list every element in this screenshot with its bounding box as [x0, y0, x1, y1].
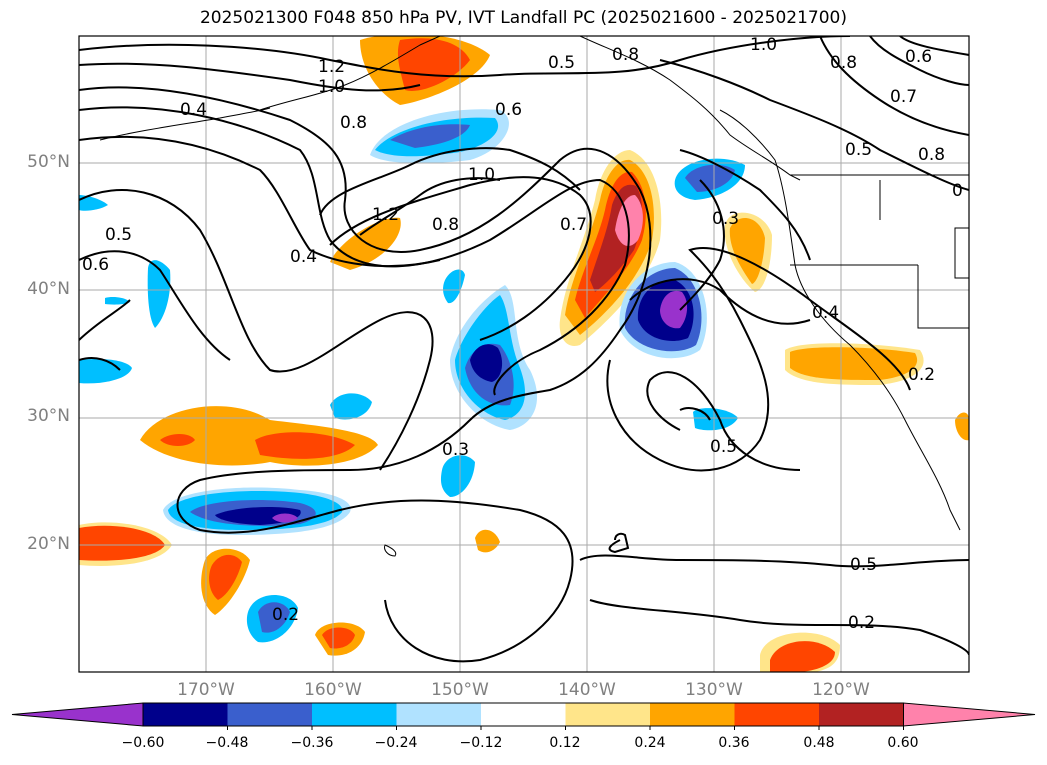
shade-region [330, 393, 372, 420]
colorbar-segment [565, 703, 651, 726]
contour-label: 0.6 [905, 47, 932, 67]
contour-label: 1.2 [372, 205, 399, 225]
contour-labels: 1.2 1.0 0.8 0.4 0.5 0.6 1.0 0.8 0.6 0.7 … [82, 35, 963, 633]
lon-label: 120°W [812, 680, 870, 700]
lon-label: 130°W [685, 680, 743, 700]
colorbar-tick-label: 0.36 [718, 735, 750, 751]
contour-label: 0 [952, 181, 963, 201]
colorbar-segment [143, 703, 228, 726]
colorbar-extend-high [903, 702, 1036, 727]
contour-label: 0.4 [812, 303, 839, 323]
lat-label: 30°N [27, 406, 70, 426]
contour-label: 1.0 [750, 35, 777, 55]
lon-label: 160°W [304, 680, 362, 700]
colorbar-tick-label: 0.48 [803, 735, 835, 751]
colorbar-segment [734, 703, 820, 726]
colorbar-segment [227, 703, 313, 726]
shade-region [470, 344, 503, 382]
map-title: 2025021300 F048 850 hPa PV, IVT Landfall… [199, 8, 847, 28]
colorbar-extend-low [11, 702, 144, 727]
contour-label: 0.2 [848, 613, 875, 633]
colorbar-segment [396, 703, 482, 726]
shade-region [79, 525, 165, 561]
shade-region [615, 195, 643, 246]
contour-label: 0.3 [712, 209, 739, 229]
shade-region [390, 124, 470, 148]
shade-region [322, 627, 355, 649]
shade-region [790, 347, 918, 380]
contour-label: 0.8 [432, 215, 459, 235]
shade-region [729, 217, 765, 284]
shade-region [440, 455, 475, 497]
shade-region [955, 412, 969, 441]
colorbar-tick-label: −0.24 [374, 735, 418, 751]
colorbar-segment [819, 703, 904, 726]
colorbar-tick-label: −0.36 [290, 735, 334, 751]
contour-label: 0.6 [495, 100, 522, 120]
lon-label: 140°W [558, 680, 616, 700]
shade-region [105, 297, 130, 305]
contour-label: 0.6 [82, 255, 109, 275]
contour-label: 0.5 [845, 140, 872, 160]
shade-region [79, 358, 132, 384]
colorbar-tick-label: −0.12 [459, 735, 503, 751]
shade-region [443, 269, 465, 304]
contour-label: 0.4 [290, 247, 317, 267]
contour-label: 0.4 [180, 100, 207, 120]
colorbar-segment [650, 703, 735, 726]
coastlines [99, 36, 969, 557]
contour-label: 1.2 [318, 57, 345, 77]
lon-label: 150°W [431, 680, 489, 700]
plot-frame [78, 35, 970, 673]
colorbar-tick-label: −0.60 [121, 735, 165, 751]
shade-region [770, 641, 835, 672]
contour-label: 0.8 [612, 45, 639, 65]
colorbar-tick-label: 0.12 [549, 735, 581, 751]
shade-region [397, 38, 470, 91]
contour-label: 0.5 [850, 555, 877, 575]
contour-label: 0.7 [890, 87, 917, 107]
colorbar-segment [481, 703, 566, 726]
shaded-field [79, 36, 969, 672]
contour-label: 0.5 [710, 437, 737, 457]
contour-label: 0.2 [272, 605, 299, 625]
contour-label: 1.0 [318, 77, 345, 97]
contour-label: 0.8 [830, 53, 857, 73]
shade-region [258, 602, 290, 633]
shade-region [272, 513, 298, 523]
shade-region [685, 164, 735, 192]
lat-label: 40°N [27, 279, 70, 299]
contour-label: 0.3 [442, 440, 469, 460]
contour-label: 0.5 [548, 53, 575, 73]
colorbar-tick-label: 0.24 [634, 735, 666, 751]
colorbar-segment [312, 703, 397, 726]
shade-region [160, 434, 195, 446]
lon-label: 170°W [177, 680, 235, 700]
aleutian-coast [259, 36, 441, 111]
contour-label: 1.0 [468, 165, 495, 185]
shade-region [660, 290, 688, 329]
lat-label: 50°N [27, 152, 70, 172]
contour-label: 0.7 [560, 215, 587, 235]
shade-region [79, 195, 108, 211]
contour-label: 0.2 [908, 365, 935, 385]
contour-label: 0.5 [105, 225, 132, 245]
contour-label: 0.8 [340, 113, 367, 133]
shade-region [475, 529, 500, 553]
colorbar-tick-label: 0.60 [887, 735, 919, 751]
shade-region [209, 554, 242, 600]
colorbar-frame [142, 702, 904, 727]
contour-label: 0.8 [918, 145, 945, 165]
lat-label: 20°N [27, 534, 70, 554]
colorbar-tick-label: −0.48 [205, 735, 249, 751]
pv-contours [79, 36, 969, 663]
colorbar [11, 702, 1036, 730]
shade-region [255, 432, 355, 459]
